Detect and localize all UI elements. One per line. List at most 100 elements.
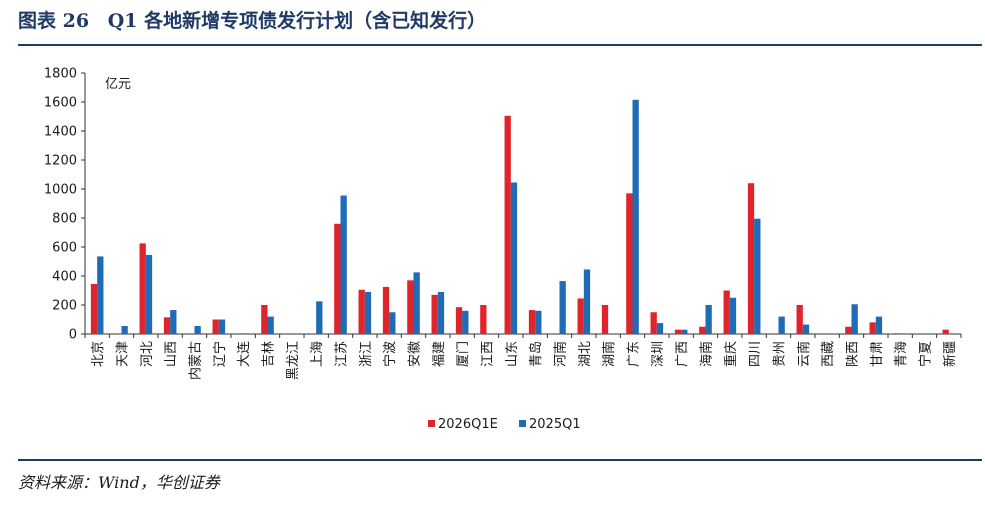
bar-2025Q1-厦门: [462, 310, 469, 334]
bar-2025Q1-甘肃: [875, 316, 883, 334]
bar-2025Q1-河南: [559, 281, 566, 334]
bar-2026Q1E-广东: [626, 193, 633, 334]
x-category-label: 江西: [481, 341, 496, 367]
x-category-label: 宁夏: [918, 341, 934, 367]
bar-2026Q1E-山西: [163, 317, 171, 334]
bar-2026Q1E-海南: [699, 326, 706, 334]
bar-2025Q1-山西: [170, 310, 177, 334]
bar-2025Q1-陕西: [851, 304, 858, 334]
bar-2025Q1-江苏: [340, 195, 347, 334]
chart-title: 图表 26 Q1 各地新增专项债发行计划（含已知发行）: [18, 6, 968, 36]
bar-2025Q1-广东: [632, 99, 639, 334]
source-note: 资料来源：Wind，华创证券: [18, 473, 220, 492]
bar-2025Q1-青岛: [535, 310, 542, 334]
legend-swatch-2026Q1E: [428, 420, 435, 427]
x-category-label: 宁波: [382, 341, 398, 367]
x-category-label: 天津: [116, 341, 131, 367]
bar-2025Q1-安徽: [413, 272, 420, 334]
bar-2026Q1E-安徽: [407, 280, 414, 334]
x-category-label: 青海: [894, 341, 909, 367]
bar-2026Q1E-江苏: [334, 223, 341, 334]
x-category-label: 重庆: [723, 341, 739, 367]
bar-2026Q1E-新疆: [942, 329, 949, 334]
bar-2025Q1-内蒙古: [194, 326, 201, 334]
x-category-label: 大连: [236, 341, 252, 367]
axes: 0 200 400 600 800 1000 1200 1400 1600 1800: [44, 67, 962, 343]
x-category-label: 深圳: [651, 341, 666, 367]
x-category-label: 甘肃: [870, 341, 885, 367]
y-tick-label: 1000: [44, 183, 77, 198]
bar-2026Q1E-广西: [674, 329, 682, 334]
bar-2025Q1-云南: [802, 324, 810, 334]
title-divider: [18, 44, 982, 46]
bar-2025Q1-辽宁: [218, 319, 226, 334]
bar-2025Q1-海南: [705, 305, 712, 334]
bar-2025Q1-四川: [754, 218, 761, 334]
bar-2026Q1E-辽宁: [212, 319, 219, 334]
bar-2025Q1-北京: [97, 256, 104, 334]
legend-swatch-2025Q1: [519, 420, 526, 427]
x-category-label: 安徽: [408, 341, 423, 367]
x-category-label: 贵州: [773, 341, 788, 367]
x-category-label: 福建: [432, 341, 447, 367]
x-category-label: 云南: [796, 341, 812, 367]
bar-2026Q1E-浙江: [358, 289, 365, 334]
x-category-label: 陕西: [846, 341, 861, 367]
x-category-label: 北京: [91, 341, 106, 367]
bar-2026Q1E-北京: [90, 283, 98, 334]
bar-2025Q1-深圳: [656, 323, 664, 334]
bar-2026Q1E-重庆: [723, 290, 730, 334]
bar-2026Q1E-青岛: [528, 310, 536, 334]
bar-2025Q1-贵州: [778, 316, 785, 334]
bar-2026Q1E-四川: [747, 183, 755, 334]
bar-2026Q1E-青海: [893, 333, 901, 334]
x-category-label: 黑龙江: [286, 341, 301, 380]
bar-2026Q1E-甘肃: [869, 322, 876, 334]
x-category-label: 四川: [748, 341, 763, 367]
bar-2026Q1E-湖南: [601, 305, 609, 334]
y-tick-label: 1600: [44, 96, 77, 111]
figure-title: Q1 各地新增专项债发行计划（含已知发行）: [107, 10, 487, 32]
y-unit-label: 亿元: [105, 77, 131, 92]
x-category-label: 山东: [505, 341, 520, 367]
legend-label-2026Q1E: 2026Q1E: [438, 417, 498, 432]
x-category-label: 内蒙古: [188, 341, 204, 380]
y-tick-label: 400: [52, 270, 77, 285]
y-tick-label: 0: [69, 328, 77, 343]
y-tick-label: 600: [52, 241, 77, 256]
x-axis-labels: 北京 天津 河北 山西 内蒙古 辽宁 大连 吉林 黑龙江 上海 江苏 浙江 宁波 安徽 福建 厦门 江西 山东 青岛…: [91, 341, 958, 380]
bar-2025Q1-浙江: [364, 291, 372, 334]
bar-2026Q1E-湖北: [577, 298, 584, 334]
x-category-label: 河南: [553, 341, 569, 367]
x-category-label: 海南: [699, 341, 715, 367]
x-category-label: 广东: [627, 341, 642, 367]
x-category-label: 西藏: [821, 341, 836, 367]
y-tick-label: 1400: [44, 125, 77, 140]
x-category-label: 青岛: [528, 341, 544, 367]
x-category-label: 辽宁: [212, 341, 228, 367]
x-category-label: 广西: [675, 341, 690, 367]
bar-2026Q1E-吉林: [261, 305, 268, 334]
legend: 2026Q1E 2025Q1: [428, 417, 581, 432]
bar-2026Q1E-厦门: [455, 307, 463, 334]
bar-2025Q1-宁波: [389, 312, 396, 334]
bar-2025Q1-湖北: [583, 269, 591, 334]
bar-2025Q1-山东: [510, 182, 518, 334]
bar-2025Q1-上海: [316, 301, 323, 334]
legend-label-2025Q1: 2025Q1: [529, 417, 581, 432]
bar-2026Q1E-云南: [796, 305, 803, 334]
bar-2025Q1-河北: [145, 254, 153, 334]
y-tick-label: 200: [52, 299, 77, 314]
x-category-label: 湖南: [601, 341, 617, 367]
bar-2026Q1E-江西: [480, 305, 487, 334]
x-category-label: 江苏: [334, 341, 350, 367]
x-category-label: 浙江: [359, 341, 374, 367]
bar-2025Q1-重庆: [729, 297, 737, 334]
x-category-label: 上海: [310, 341, 325, 367]
x-category-label: 吉林: [262, 341, 277, 367]
bar-2026Q1E-宁波: [382, 286, 390, 334]
y-tick-label: 1800: [44, 67, 77, 82]
bar-2025Q1-大连: [243, 333, 250, 334]
bars: [90, 99, 949, 335]
